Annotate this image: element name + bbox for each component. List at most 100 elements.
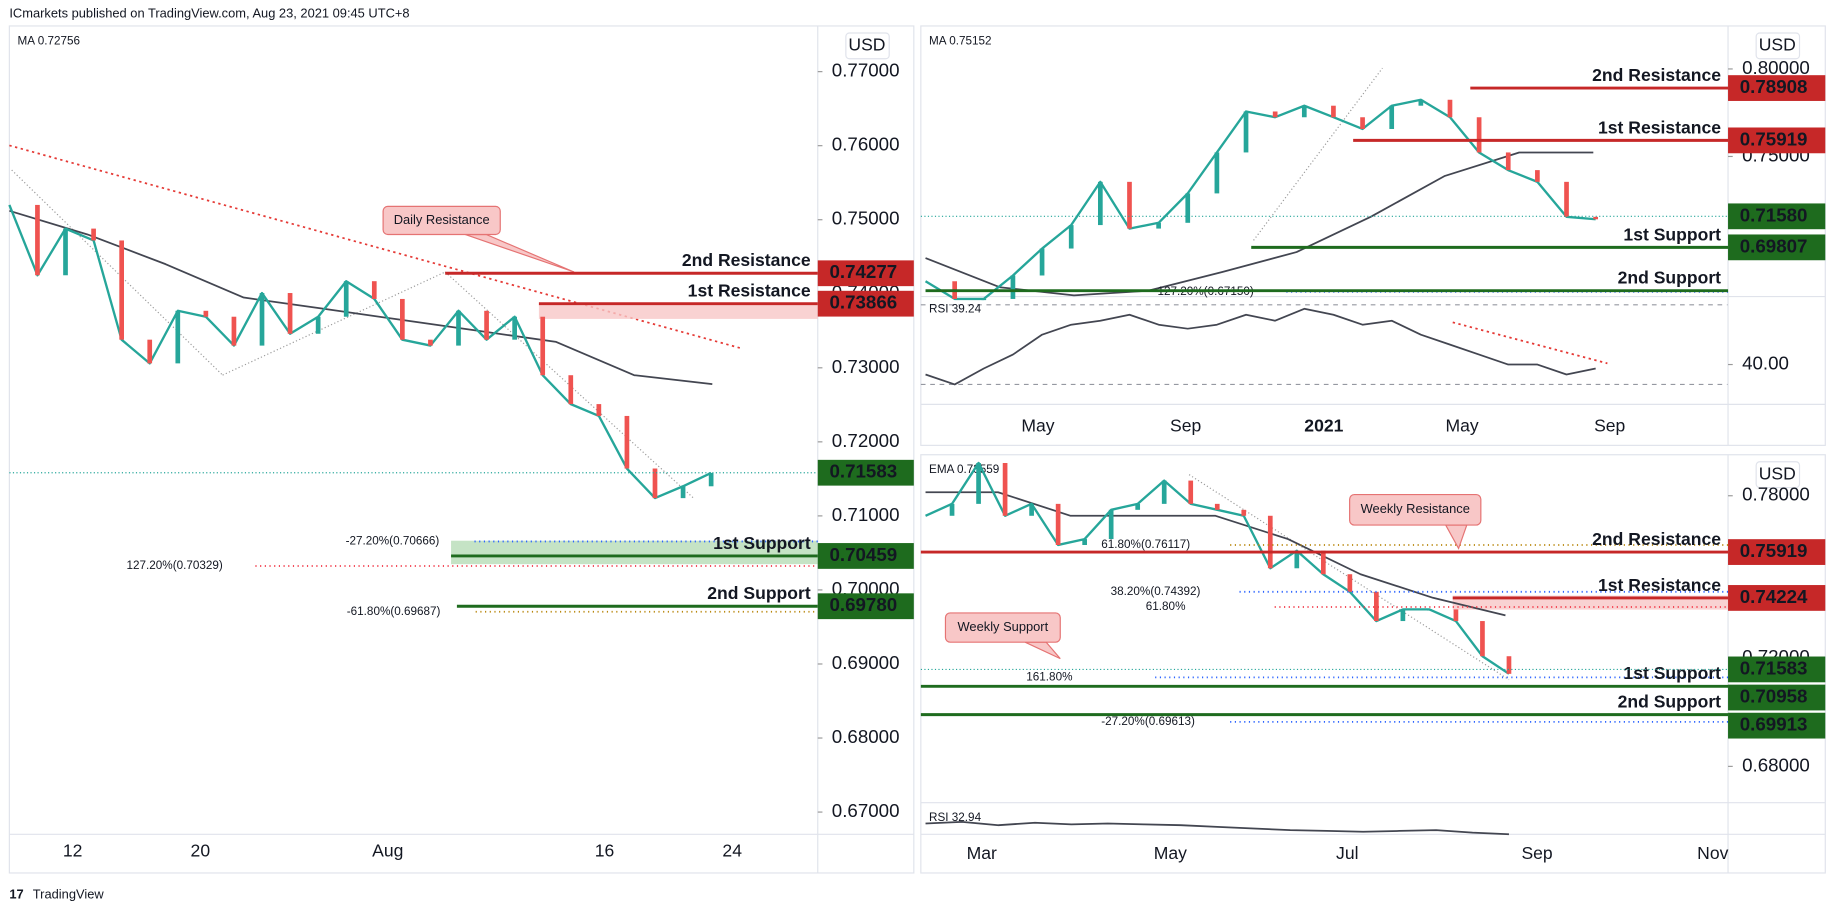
price-tag-label: 0.73866 <box>829 292 897 313</box>
candle <box>1506 656 1512 674</box>
level-name: 1st Resistance <box>1598 575 1721 595</box>
fib-label: 127.20%(0.70329) <box>127 559 223 572</box>
x-tick-label: Aug <box>372 841 403 861</box>
level-name: 2nd Resistance <box>682 250 811 270</box>
candle <box>1161 480 1167 504</box>
candle <box>1068 225 1074 249</box>
price-tag-label: 0.69807 <box>1740 235 1808 256</box>
candle <box>1156 222 1161 229</box>
candle <box>1535 170 1540 182</box>
currency-box <box>1755 32 1801 60</box>
candle <box>981 298 987 301</box>
candle <box>1185 193 1191 223</box>
callout-box <box>1349 493 1482 526</box>
candle <box>1214 503 1220 510</box>
price-tag <box>1728 539 1826 565</box>
x-tick-label: Sep <box>1521 843 1552 863</box>
candle <box>1098 181 1103 226</box>
candle <box>652 468 658 499</box>
candle <box>1267 515 1273 569</box>
x-tick-label: Mar <box>967 843 997 863</box>
candle <box>1294 550 1300 569</box>
candle <box>1593 216 1599 220</box>
fib-label: 38.20%(0.74392) <box>1111 585 1201 598</box>
candle <box>708 472 714 487</box>
y-tick-label: 0.71000 <box>832 504 900 525</box>
candle <box>287 293 293 334</box>
y-tick-label: 0.80000 <box>1742 57 1810 78</box>
price-tag-label: 0.74224 <box>1740 586 1808 607</box>
level-name: 1st Resistance <box>1598 117 1721 137</box>
candle <box>119 240 124 340</box>
callout-text: Weekly Resistance <box>1361 501 1470 516</box>
candle <box>1108 509 1114 540</box>
rsi-label: RSI 32.94 <box>929 811 982 824</box>
candle <box>1505 152 1511 171</box>
y-tick-label: 0.73000 <box>832 356 900 377</box>
level-name: 1st Support <box>1623 224 1721 244</box>
candle <box>1389 105 1395 129</box>
price-tag-label: 0.74277 <box>829 261 897 282</box>
x-tick-label: 2021 <box>1304 415 1343 435</box>
candle <box>1135 503 1141 510</box>
price-tag-label: 0.71583 <box>1740 657 1808 678</box>
ma-label: MA 0.75152 <box>929 34 991 47</box>
price-tag <box>1728 585 1826 611</box>
price-tag <box>1728 712 1826 739</box>
candle <box>1188 480 1194 504</box>
x-tick-label: May <box>1021 415 1054 435</box>
fib-line <box>222 271 446 376</box>
x-tick-label: Nov <box>1697 843 1728 863</box>
level-name: 1st Support <box>1623 663 1721 683</box>
moving-average <box>925 491 1506 617</box>
candle <box>175 310 181 364</box>
candle <box>147 339 153 364</box>
currency: USD <box>1759 35 1796 55</box>
candle <box>1127 181 1132 229</box>
candle <box>1301 105 1307 118</box>
level-name: 2nd Resistance <box>1592 65 1721 85</box>
candle <box>400 298 405 340</box>
price-line <box>924 98 1596 301</box>
candle <box>1427 609 1432 611</box>
fib-line <box>1253 67 1383 241</box>
y-tick-label: 0.68000 <box>1742 754 1810 775</box>
level-zone <box>538 303 818 319</box>
y-tick-label: 0.67000 <box>832 800 900 821</box>
candle <box>1360 117 1365 129</box>
price-tag <box>1728 656 1826 683</box>
price-tag <box>817 459 914 486</box>
candle <box>371 281 377 299</box>
price-line <box>8 204 712 500</box>
candle <box>624 415 630 469</box>
rsi-tick-label: 40.00 <box>1742 352 1789 373</box>
y-tick-label: 0.68000 <box>832 726 900 747</box>
level-name: 2nd Support <box>707 583 811 603</box>
candle <box>203 310 209 317</box>
candle <box>91 228 96 241</box>
candle <box>63 228 68 276</box>
level-zone <box>451 540 818 565</box>
x-tick-label: May <box>1446 415 1479 435</box>
candle <box>596 404 602 416</box>
candle <box>484 310 489 340</box>
callout-text: Daily Resistance <box>394 212 490 227</box>
price-tag-label: 0.75919 <box>1740 128 1808 149</box>
candle <box>1374 591 1379 622</box>
price-tag <box>817 260 914 287</box>
x-tick-label: May <box>1154 843 1187 863</box>
ma-label: MA 0.72756 <box>18 34 80 47</box>
candle <box>1331 105 1336 118</box>
callout-text: Weekly Support <box>958 619 1049 634</box>
callout-box <box>944 612 1061 643</box>
footer: TradingView <box>33 887 105 902</box>
currency: USD <box>848 35 885 55</box>
logo: 17 <box>9 887 23 902</box>
y-tick-label: 0.77000 <box>832 60 900 81</box>
candle <box>35 204 40 276</box>
candle <box>1476 117 1482 153</box>
candle <box>512 316 517 340</box>
y-tick-label: 0.78000 <box>1742 484 1810 505</box>
